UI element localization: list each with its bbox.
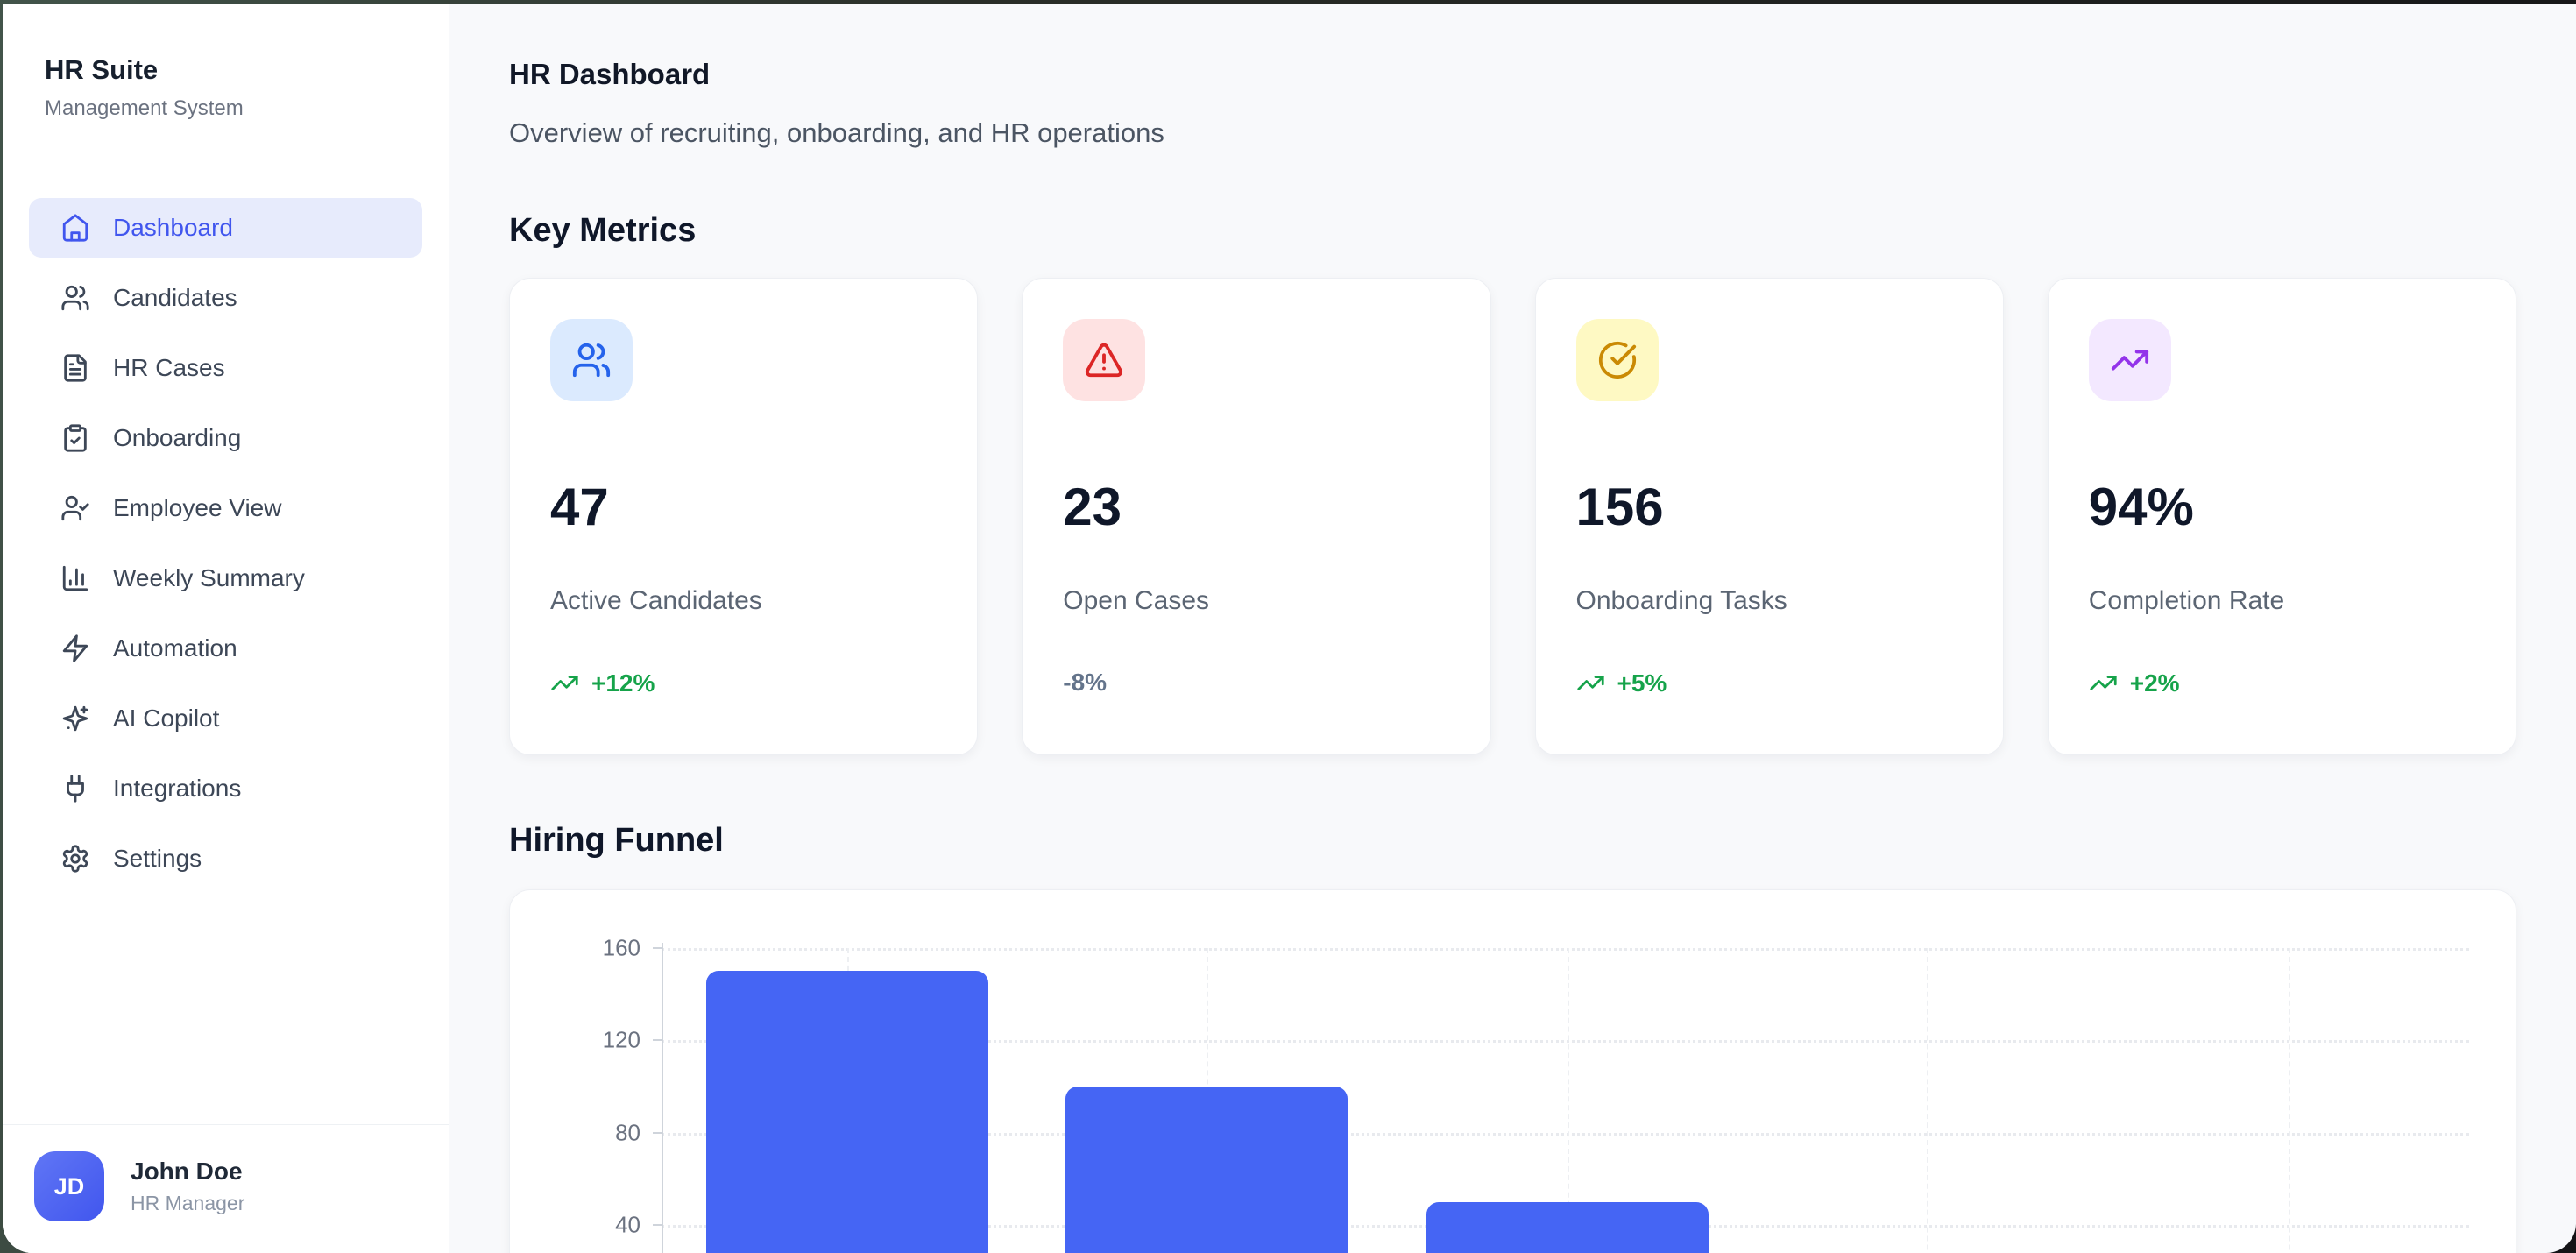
metric-value: 156 <box>1575 478 1664 536</box>
metric-label: Open Cases <box>1063 586 1210 615</box>
sidebar-item-label: Integrations <box>113 775 242 802</box>
trending-up-icon <box>550 669 579 697</box>
gridline-vertical <box>1927 948 1928 1253</box>
zap-icon <box>60 634 90 663</box>
sidebar-item-label: AI Copilot <box>113 704 220 732</box>
funnel-bar <box>1065 1087 1348 1253</box>
metric-trend: +12% <box>550 669 937 697</box>
metric-value: 94% <box>2088 478 2194 536</box>
sidebar-item-employee-view[interactable]: Employee View <box>29 478 422 538</box>
sidebar-item-automation[interactable]: Automation <box>29 619 422 678</box>
metric-trend: +2% <box>2089 669 2475 697</box>
gridline-vertical <box>1568 948 1569 1253</box>
sidebar-item-integrations[interactable]: Integrations <box>29 759 422 818</box>
gridline-vertical <box>2289 948 2290 1253</box>
user-name: John Doe <box>131 1157 243 1185</box>
funnel-bar <box>1426 1201 1709 1253</box>
users-icon <box>550 319 633 401</box>
y-axis-line <box>662 943 663 1253</box>
y-axis-tick <box>653 1224 662 1226</box>
circle-check-icon <box>1575 319 1659 401</box>
sidebar-item-ai-copilot[interactable]: AI Copilot <box>29 689 422 748</box>
file-text-icon <box>60 353 90 383</box>
plug-icon <box>60 774 90 803</box>
trending-up-icon <box>2089 669 2118 697</box>
user-profile[interactable]: JD John Doe HR Manager <box>3 1124 449 1253</box>
sidebar-item-label: Employee View <box>113 494 282 521</box>
page-title: HR Dashboard <box>509 58 711 90</box>
sidebar-item-label: Settings <box>113 845 202 872</box>
gridline-horizontal <box>662 948 2469 951</box>
y-axis-tick-label: 80 <box>615 1119 640 1146</box>
metric-label: Completion Rate <box>2088 586 2285 615</box>
metric-value: 23 <box>1063 478 1122 536</box>
metric-card-open-cases: 23 Open Cases -8% <box>1022 278 1491 755</box>
gridline-horizontal <box>662 1132 2469 1136</box>
sidebar-item-dashboard[interactable]: Dashboard <box>29 198 422 258</box>
sidebar-item-label: Weekly Summary <box>113 564 305 591</box>
house-icon <box>60 213 90 243</box>
section-title-key-metrics: Key Metrics <box>509 212 697 249</box>
gridline-horizontal <box>662 1040 2469 1044</box>
sidebar: HR Suite Management System Dashboard Can… <box>3 4 449 1253</box>
sidebar-item-label: Dashboard <box>113 214 233 241</box>
sidebar-item-label: Onboarding <box>113 424 242 451</box>
app-subtitle: Management System <box>45 96 244 120</box>
y-axis-tick-label: 120 <box>602 1026 640 1053</box>
sidebar-header: HR Suite Management System <box>3 4 449 166</box>
metric-label: Onboarding Tasks <box>1575 586 1787 615</box>
trending-up-icon <box>2088 319 2171 401</box>
sidebar-nav: Dashboard Candidates HR Cases <box>3 166 449 888</box>
y-axis-tick <box>653 1131 662 1134</box>
y-axis-tick-label: 160 <box>602 934 640 961</box>
triangle-alert-icon <box>1063 319 1146 401</box>
metric-card-completion-rate: 94% Completion Rate +2% <box>2047 278 2516 755</box>
sidebar-item-candidates[interactable]: Candidates <box>29 268 422 328</box>
main-content: HR Dashboard Overview of recruiting, onb… <box>449 4 2576 1253</box>
gear-icon <box>60 844 90 874</box>
page-subtitle: Overview of recruiting, onboarding, and … <box>509 117 1164 148</box>
metric-label: Active Candidates <box>550 586 762 615</box>
y-axis-tick <box>653 947 662 949</box>
sidebar-item-weekly-summary[interactable]: Weekly Summary <box>29 549 422 608</box>
metric-trend: +5% <box>1576 669 1963 697</box>
hiring-funnel-chart: 160 120 80 40 <box>509 889 2516 1253</box>
clipboard-check-icon <box>60 423 90 453</box>
sidebar-item-label: Automation <box>113 634 237 662</box>
y-axis-tick-label: 40 <box>615 1211 640 1238</box>
sidebar-item-label: Candidates <box>113 284 237 311</box>
avatar: JD <box>34 1151 104 1221</box>
app-window: HR Suite Management System Dashboard Can… <box>3 4 2576 1253</box>
app-title: HR Suite <box>45 54 159 85</box>
sidebar-item-hr-cases[interactable]: HR Cases <box>29 338 422 398</box>
metric-cards: 47 Active Candidates +12% 23 Open Cases <box>509 278 2516 755</box>
user-check-icon <box>60 493 90 523</box>
sidebar-item-settings[interactable]: Settings <box>29 829 422 888</box>
sparkles-icon <box>60 704 90 733</box>
section-title-hiring-funnel: Hiring Funnel <box>509 822 724 859</box>
metric-trend: -8% <box>1063 669 1108 696</box>
sidebar-item-label: HR Cases <box>113 354 225 381</box>
trending-up-icon <box>1576 669 1605 697</box>
metric-card-active-candidates: 47 Active Candidates +12% <box>509 278 979 755</box>
sidebar-item-onboarding[interactable]: Onboarding <box>29 408 422 468</box>
user-role: HR Manager <box>131 1192 245 1214</box>
funnel-bar <box>706 971 988 1253</box>
metric-card-onboarding-tasks: 156 Onboarding Tasks +5% <box>1534 278 2004 755</box>
metric-value: 47 <box>550 478 609 536</box>
y-axis-tick <box>653 1039 662 1042</box>
chart-column-icon <box>60 563 90 593</box>
users-icon <box>60 283 90 313</box>
